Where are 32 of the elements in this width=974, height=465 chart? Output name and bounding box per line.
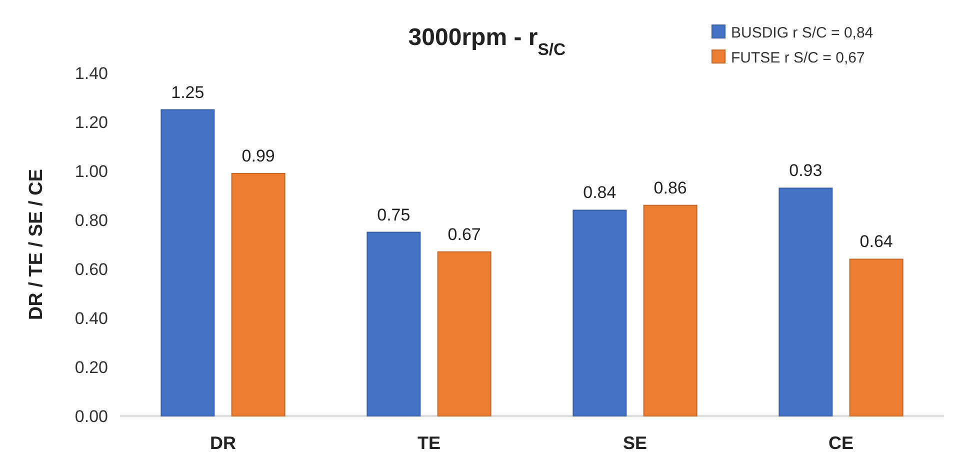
bar (643, 204, 698, 416)
y-tick-label: 0.80 (74, 210, 108, 230)
data-label: 0.93 (789, 161, 822, 180)
y-tick-label: 1.20 (74, 112, 108, 132)
x-tick-label: DR (210, 433, 236, 453)
x-tick-label: SE (622, 433, 648, 453)
bar (849, 258, 904, 416)
y-tick-label: 1.00 (74, 162, 108, 181)
bar (437, 251, 492, 416)
data-label: 0.99 (242, 146, 275, 166)
y-axis-title: DR / TE / SE / CE (26, 169, 47, 320)
chart-title: 3000rpm - r$_{S/C}$ (408, 24, 566, 58)
x-tick-label: TE (417, 433, 441, 453)
data-label: 0.67 (448, 224, 481, 244)
y-tick-label: 0.00 (74, 406, 108, 426)
y-tick-label: 0.60 (74, 260, 108, 279)
data-label: 0.86 (654, 178, 687, 198)
bar (366, 232, 421, 416)
x-tick-label: CE (828, 433, 854, 453)
data-label: 1.25 (171, 82, 204, 102)
data-label: 0.75 (377, 205, 410, 224)
y-tick-label: 0.40 (74, 308, 108, 328)
legend-label: BUSDIG r S/C = 0,84 (731, 24, 874, 42)
data-label: 0.84 (583, 183, 616, 202)
bar (160, 109, 215, 416)
data-label: 0.64 (860, 232, 893, 252)
bar (231, 172, 286, 416)
y-tick-label: 1.40 (74, 64, 108, 83)
y-tick-label: 0.20 (74, 358, 108, 377)
legend-label: FUTSE r S/C = 0,67 (731, 49, 865, 66)
bar (778, 188, 833, 416)
bar (572, 210, 627, 416)
